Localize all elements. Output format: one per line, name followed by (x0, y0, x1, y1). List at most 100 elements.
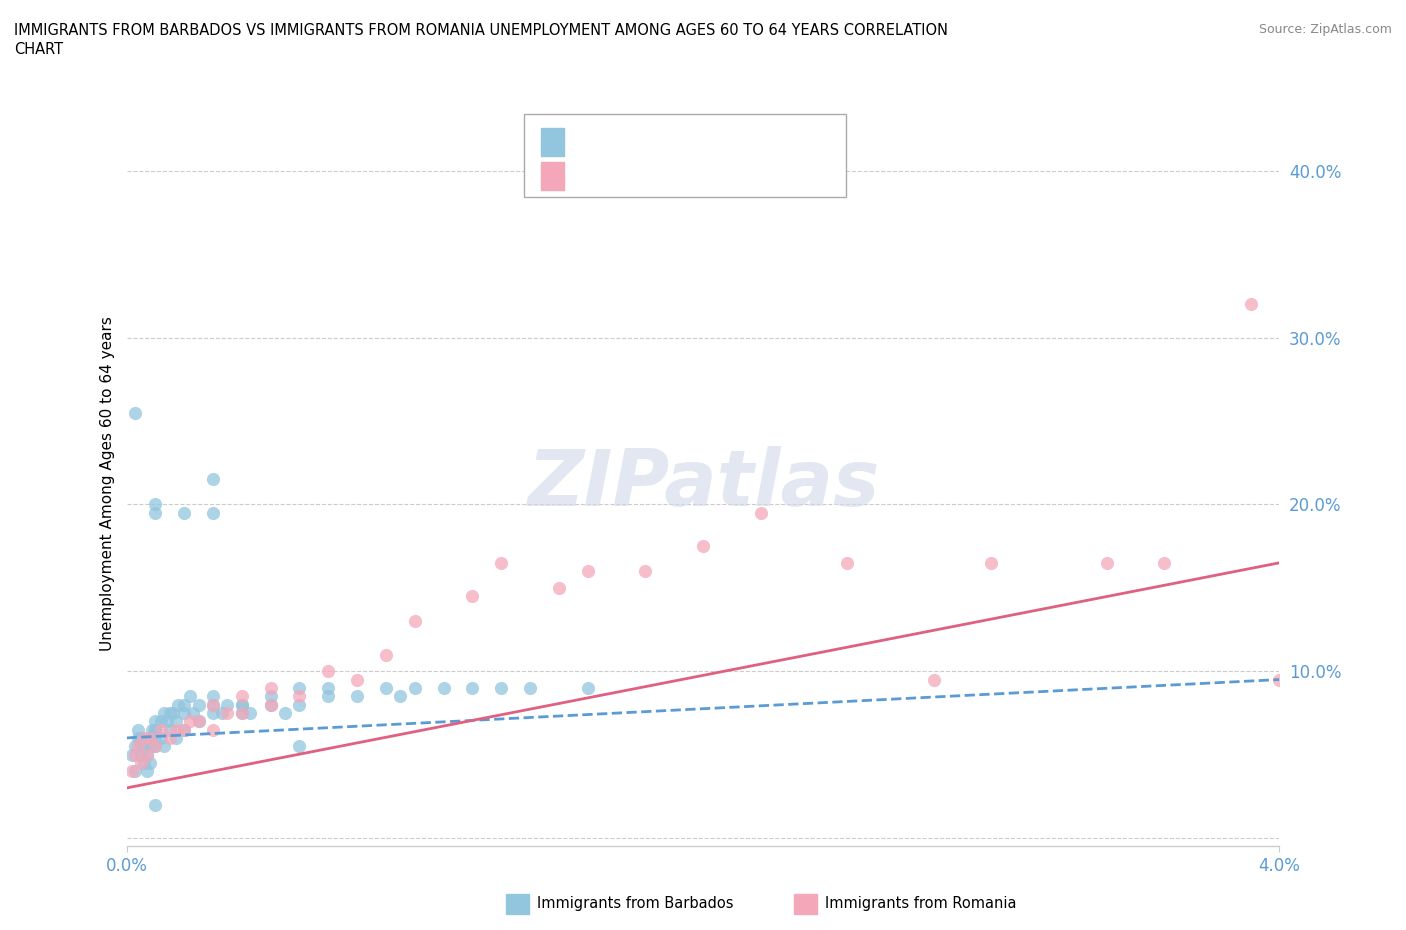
Point (173, 698, 195, 712)
Text: ZIPatlas: ZIPatlas (527, 445, 879, 522)
Point (259, 698, 281, 712)
Point (217, 698, 239, 712)
Point (145, 714, 166, 729)
Point (217, 706, 239, 721)
Point (548, 580, 571, 595)
Point (150, 730, 173, 745)
Point (138, 755, 160, 770)
Point (135, 747, 157, 762)
Point (404, 614, 426, 629)
Point (179, 714, 201, 729)
Point (124, 738, 146, 753)
Point (259, 698, 281, 712)
Point (129, 755, 152, 770)
Point (202, 706, 225, 721)
Point (145, 722, 166, 737)
Point (288, 738, 311, 753)
Point (922, 672, 945, 687)
Point (231, 698, 253, 712)
Point (179, 689, 201, 704)
Point (138, 730, 160, 745)
Point (127, 730, 149, 745)
Point (159, 706, 181, 721)
Point (124, 747, 146, 762)
Point (1095, 555, 1118, 570)
Point (145, 738, 166, 753)
Point (150, 722, 173, 737)
Point (576, 564, 599, 578)
Point (202, 698, 225, 712)
Text: IMMIGRANTS FROM BARBADOS VS IMMIGRANTS FROM ROMANIA UNEMPLOYMENT AMONG AGES 60 T: IMMIGRANTS FROM BARBADOS VS IMMIGRANTS F… (14, 23, 948, 38)
Point (288, 689, 311, 704)
Point (124, 764, 146, 778)
Text: R =  0.526   N = 40: R = 0.526 N = 40 (572, 167, 748, 185)
Point (202, 689, 225, 704)
Point (150, 714, 173, 729)
Point (181, 706, 204, 721)
Point (165, 722, 187, 737)
Point (1268, 672, 1291, 687)
Point (835, 555, 858, 570)
Text: Immigrants from Barbados: Immigrants from Barbados (537, 897, 734, 911)
Point (318, 689, 340, 704)
Point (749, 505, 772, 520)
Point (187, 714, 209, 729)
Point (165, 730, 187, 745)
Point (576, 681, 599, 696)
Point (165, 714, 187, 729)
Point (259, 689, 281, 704)
Point (346, 672, 368, 687)
Point (127, 722, 149, 737)
Point (138, 730, 160, 745)
Point (187, 714, 209, 729)
Point (318, 681, 340, 696)
Point (162, 706, 184, 721)
Point (121, 764, 143, 778)
Point (129, 730, 152, 745)
Point (141, 738, 163, 753)
Point (404, 681, 426, 696)
Point (173, 505, 195, 520)
Point (145, 497, 166, 512)
Point (374, 681, 398, 696)
Point (129, 738, 152, 753)
Point (692, 538, 714, 553)
Point (129, 747, 152, 762)
Point (389, 689, 412, 704)
Point (145, 505, 166, 520)
Point (489, 555, 512, 570)
Point (145, 738, 166, 753)
Point (145, 730, 166, 745)
Point (202, 472, 225, 487)
Point (489, 681, 512, 696)
Point (1153, 555, 1175, 570)
Point (124, 405, 146, 420)
Point (374, 647, 398, 662)
Point (461, 681, 484, 696)
Point (202, 505, 225, 520)
Point (159, 722, 181, 737)
Point (202, 698, 225, 712)
Point (346, 689, 368, 704)
Point (135, 764, 157, 778)
Text: Immigrants from Romania: Immigrants from Romania (825, 897, 1017, 911)
Point (634, 564, 657, 578)
Point (259, 681, 281, 696)
Point (132, 738, 155, 753)
Point (173, 706, 195, 721)
Point (433, 681, 456, 696)
Point (1240, 297, 1263, 312)
Text: Source: ZipAtlas.com: Source: ZipAtlas.com (1258, 23, 1392, 36)
Point (159, 730, 181, 745)
Point (231, 698, 253, 712)
Point (318, 664, 340, 679)
Point (173, 722, 195, 737)
Point (132, 755, 155, 770)
Point (135, 747, 157, 762)
Point (156, 714, 179, 729)
Point (231, 689, 253, 704)
Point (288, 681, 311, 696)
Point (167, 698, 190, 712)
Point (519, 681, 541, 696)
Text: R =  0.117   N = 72: R = 0.117 N = 72 (572, 133, 748, 151)
